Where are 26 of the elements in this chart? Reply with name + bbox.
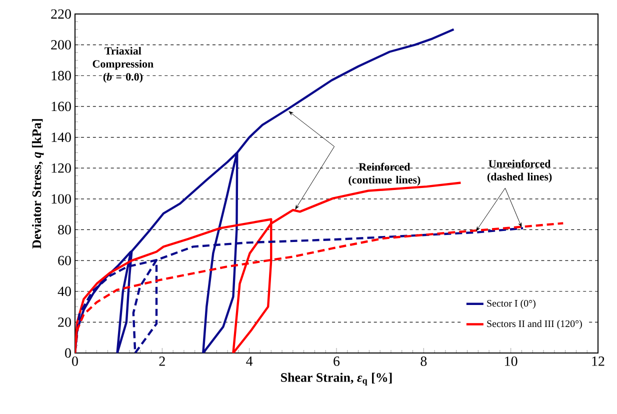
x-tick-label: 2 bbox=[159, 356, 165, 366]
annotation: Reinforced (continue lines) bbox=[348, 162, 420, 186]
y-tick-label: 160 bbox=[52, 102, 71, 112]
y-axis-title: Deviator Stress, q [kPa] bbox=[32, 119, 44, 249]
annotation: Triaxial Compression (b = 0.0) bbox=[92, 46, 154, 83]
x-tick-label: 8 bbox=[420, 356, 427, 366]
y-tick-label: 20 bbox=[58, 317, 71, 327]
y-tick-label: 140 bbox=[52, 132, 71, 142]
y-tick-label: 220 bbox=[51, 9, 71, 19]
y-tick-label: 60 bbox=[58, 256, 71, 266]
x-tick-label: 6 bbox=[334, 356, 340, 366]
x-tick-label: 12 bbox=[592, 356, 604, 366]
legend-label: Sectors II and III (120°) bbox=[487, 320, 582, 330]
y-tick-label: 180 bbox=[52, 70, 71, 80]
y-tick-label: 200 bbox=[51, 40, 71, 50]
y-tick-label: 100 bbox=[52, 194, 71, 204]
y-tick-label: 120 bbox=[52, 163, 71, 173]
y-tick-label: 80 bbox=[58, 225, 71, 234]
x-tick-label: 0 bbox=[72, 356, 78, 366]
annotation: Unreinforced (dashed lines) bbox=[487, 160, 552, 183]
y-tick-label: 0 bbox=[65, 348, 71, 358]
x-tick-label: 10 bbox=[505, 356, 518, 366]
x-tick-label: 4 bbox=[246, 356, 253, 366]
legend-label: Sector I (0°) bbox=[487, 300, 536, 309]
x-axis-title: Shear Strain, ε$_{q}$ [%] bbox=[281, 372, 392, 386]
y-tick-label: 40 bbox=[58, 286, 71, 296]
